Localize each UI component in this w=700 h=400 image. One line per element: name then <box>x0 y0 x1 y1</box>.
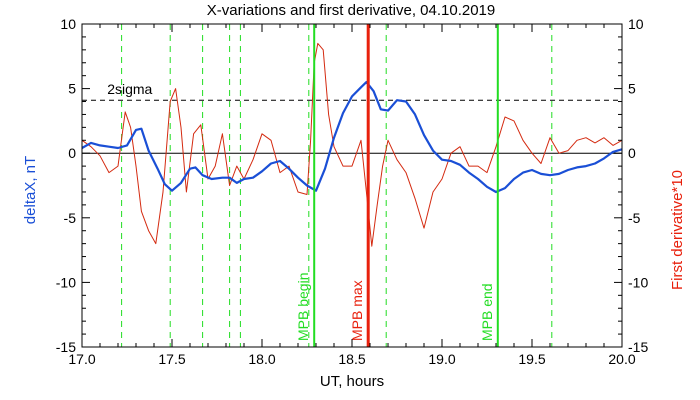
y-tick-label-left: 5 <box>68 81 76 97</box>
marker-label: MPB begin <box>295 273 311 341</box>
y-tick-label-left: 0 <box>68 145 76 161</box>
y-tick-label-right: -10 <box>628 274 648 290</box>
x-tick-label: 17.5 <box>158 351 185 367</box>
y-tick-label-right: 0 <box>628 145 636 161</box>
x-axis-label: UT, hours <box>320 373 384 390</box>
x-tick-label: 19.0 <box>428 351 455 367</box>
marker-label: MPB end <box>479 283 495 341</box>
series-line-derivative <box>81 42 623 247</box>
sigma-label: 2sigma <box>107 81 152 97</box>
y-tick-label-left: -10 <box>56 274 76 290</box>
y-tick-label-left: 10 <box>60 16 76 32</box>
axis-ticks <box>81 23 623 348</box>
x-tick-label: 18.5 <box>338 351 365 367</box>
y-tick-label-right: -15 <box>628 339 648 355</box>
series-line-deltax <box>81 81 623 194</box>
y-tick-label-left: -15 <box>56 339 76 355</box>
event-markers: MPB begin MPB max MPB end <box>295 24 499 347</box>
data-lines <box>81 42 623 247</box>
y-axis-label-right: First derivative*10 <box>669 170 686 290</box>
axis-tick-labels: 17.0 17.5 18.0 18.5 19.0 19.5 20.0-15 -15-10 -10… <box>56 16 649 367</box>
y-tick-label-left: -5 <box>64 210 77 226</box>
x-tick-label: 17.0 <box>68 351 95 367</box>
y-tick-label-right: -5 <box>628 210 641 226</box>
x-tick-label: 18.0 <box>248 351 275 367</box>
y-axis-label-left: deltaX, nT <box>22 156 39 224</box>
marker-label: MPB max <box>349 280 365 341</box>
x-tick-label: 19.5 <box>518 351 545 367</box>
x-tick-label: 20.0 <box>608 351 635 367</box>
y-tick-label-right: 10 <box>628 16 644 32</box>
y-tick-label-right: 5 <box>628 81 636 97</box>
chart-title: X-variations and first derivative, 04.10… <box>207 2 496 19</box>
